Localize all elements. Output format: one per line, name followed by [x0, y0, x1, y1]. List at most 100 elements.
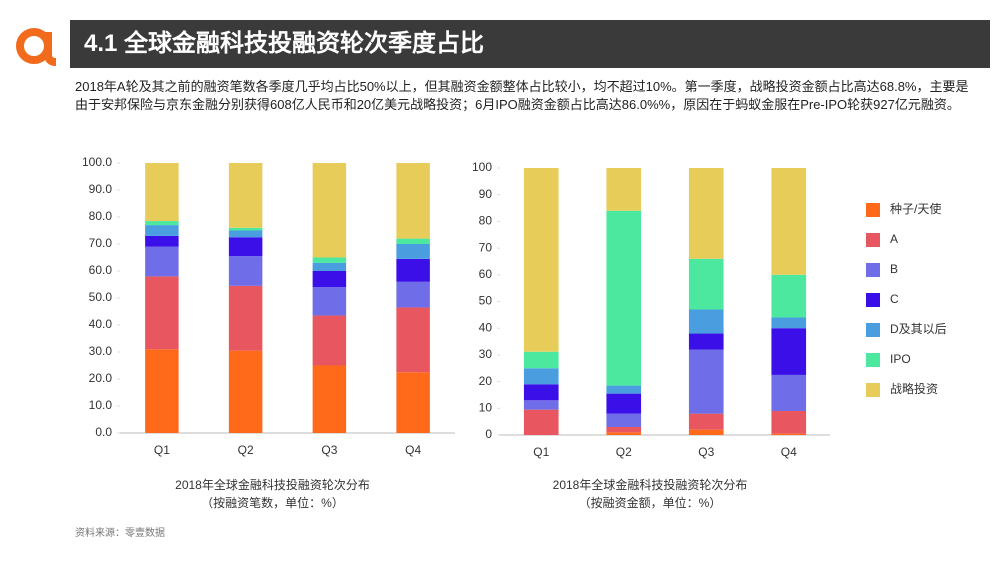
description: 2018年A轮及其之前的融资笔数各季度几乎均占比50%以上，但其融资金额整体占比…: [75, 79, 969, 112]
bar-segment: [523, 409, 559, 435]
bar-segment: [771, 317, 807, 329]
legend-label: C: [890, 292, 899, 306]
bar-segment: [688, 309, 724, 334]
y-tick-label: 70.0: [89, 236, 113, 250]
legend-label: 种子/天使: [890, 201, 941, 216]
bar-segment: [771, 433, 807, 435]
page-title: 4.1 全球金融科技投融资轮次季度占比: [84, 30, 485, 57]
bar-segment: [523, 384, 559, 401]
bar-segment: [606, 210, 642, 386]
source-note: 资料来源：零壹数据: [75, 528, 165, 539]
legend-swatch: [866, 263, 880, 277]
bar-segment: [523, 368, 559, 385]
y-tick-label: 0.0: [95, 425, 112, 439]
bar-segment: [688, 258, 724, 310]
chart-subtitle: （按融资笔数，单位：%）: [201, 495, 344, 510]
bar-segment: [228, 237, 263, 257]
bar-segment: [145, 235, 179, 247]
bar-segment: [228, 350, 263, 433]
legend-swatch: [866, 383, 880, 397]
y-tick-label: 20: [479, 374, 493, 388]
header-bar: 4.1 全球金融科技投融资轮次季度占比: [70, 20, 990, 68]
x-tick-label: Q4: [405, 443, 421, 457]
y-tick-label: 50.0: [89, 290, 113, 304]
bar-segment: [396, 281, 430, 308]
bar-segment: [606, 426, 642, 433]
bar-segment: [312, 287, 347, 316]
bar-segment: [312, 315, 347, 366]
bar-segment: [523, 168, 559, 352]
legend-swatch: [866, 293, 880, 307]
bar-segment: [688, 349, 724, 414]
bar-segment: [771, 274, 807, 318]
legend-label: D及其以后: [890, 322, 947, 336]
bar-segment: [396, 307, 430, 373]
bar-segment: [771, 410, 807, 434]
x-tick-label: Q2: [616, 445, 632, 459]
x-tick-label: Q1: [154, 443, 170, 457]
bar-segment: [523, 400, 559, 410]
bar-segment: [312, 257, 347, 263]
y-tick-label: 40.0: [89, 317, 113, 331]
y-tick-label: 80.0: [89, 209, 113, 223]
chart-subtitle: （按融资金额，单位：%）: [579, 495, 722, 510]
y-tick-label: 70: [479, 240, 493, 254]
chart-title: 2018年全球金融科技投融资轮次分布: [553, 477, 748, 492]
y-tick-label: 80: [479, 214, 493, 228]
bar-segment: [145, 225, 179, 236]
legend-label: 战略投资: [890, 381, 938, 396]
x-tick-label: Q1: [533, 445, 549, 459]
y-tick-label: 10.0: [89, 398, 113, 412]
bar-segment: [688, 168, 724, 259]
legend-label: B: [890, 262, 898, 276]
y-tick-label: 0: [485, 427, 492, 441]
bar-segment: [145, 163, 179, 222]
logo-tail: [44, 32, 57, 66]
bar-segment: [396, 238, 430, 244]
bar-segment: [688, 333, 724, 350]
x-tick-label: Q3: [321, 443, 337, 457]
bar-segment: [312, 365, 347, 433]
bar-segment: [145, 349, 179, 433]
logo: [16, 28, 57, 66]
bar-segment: [145, 246, 179, 277]
y-tick-label: 10: [479, 400, 493, 414]
legend-swatch: [866, 203, 880, 217]
y-tick-label: 30.0: [89, 344, 113, 358]
bar-segment: [145, 276, 179, 350]
legend-swatch: [866, 323, 880, 337]
bar-segment: [523, 351, 559, 369]
bar-segment: [771, 168, 807, 275]
bar-segment: [606, 168, 642, 211]
y-tick-label: 100: [472, 160, 492, 174]
x-tick-label: Q2: [238, 443, 254, 457]
bar-segment: [312, 262, 347, 271]
bar-segment: [771, 328, 807, 375]
bar-segment: [312, 271, 347, 288]
bar-segment: [688, 413, 724, 430]
bar-segment: [606, 432, 642, 435]
bar-segment: [396, 244, 430, 259]
legend-label: IPO: [890, 352, 911, 366]
y-tick-label: 60: [479, 267, 493, 281]
bar-segment: [312, 163, 347, 258]
y-tick-label: 30: [479, 347, 493, 361]
bar-segment: [606, 385, 642, 394]
bar-segment: [228, 163, 263, 228]
legend-label: A: [890, 232, 898, 246]
y-tick-label: 90: [479, 187, 493, 201]
bar-segment: [396, 258, 430, 282]
bar-segment: [396, 163, 430, 239]
bar-segment: [145, 221, 179, 226]
bar-segment: [228, 227, 263, 231]
bar-segment: [228, 285, 263, 351]
bar-segment: [228, 256, 263, 286]
bar-segment: [228, 230, 263, 238]
x-tick-label: Q4: [781, 445, 797, 459]
legend-swatch: [866, 233, 880, 247]
y-tick-label: 20.0: [89, 371, 113, 385]
bar-segment: [606, 393, 642, 414]
y-tick-label: 40: [479, 320, 493, 334]
